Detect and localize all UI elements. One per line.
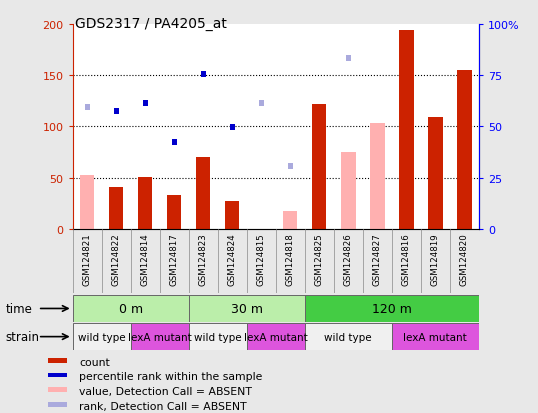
Text: GSM124824: GSM124824 bbox=[228, 233, 237, 285]
Text: GSM124826: GSM124826 bbox=[344, 233, 353, 285]
Bar bbox=[196, 158, 210, 229]
Text: rank, Detection Call = ABSENT: rank, Detection Call = ABSENT bbox=[79, 401, 247, 411]
Bar bbox=[428, 118, 443, 229]
Text: GSM124825: GSM124825 bbox=[315, 233, 324, 285]
Text: value, Detection Call = ABSENT: value, Detection Call = ABSENT bbox=[79, 386, 252, 396]
Bar bbox=[73, 323, 131, 350]
Text: GSM124823: GSM124823 bbox=[199, 233, 208, 285]
Bar bbox=[317, 19, 322, 25]
Text: 120 m: 120 m bbox=[372, 302, 412, 315]
Text: lexA mutant: lexA mutant bbox=[404, 332, 467, 342]
Bar bbox=[48, 358, 67, 363]
Bar bbox=[131, 323, 189, 350]
Text: 30 m: 30 m bbox=[231, 302, 263, 315]
Bar bbox=[345, 55, 351, 62]
Text: GSM124821: GSM124821 bbox=[83, 233, 91, 285]
Bar bbox=[433, 17, 438, 23]
Text: lexA mutant: lexA mutant bbox=[128, 332, 192, 342]
Text: GSM124816: GSM124816 bbox=[402, 233, 411, 285]
Bar bbox=[283, 212, 298, 229]
Text: wild type: wild type bbox=[194, 332, 242, 342]
Bar bbox=[80, 176, 94, 229]
Bar bbox=[247, 323, 305, 350]
Bar bbox=[48, 373, 67, 377]
Text: lexA mutant: lexA mutant bbox=[244, 332, 308, 342]
Bar bbox=[189, 323, 247, 350]
Text: time: time bbox=[5, 302, 32, 315]
Bar bbox=[138, 177, 152, 229]
Text: count: count bbox=[79, 357, 110, 367]
Bar bbox=[259, 100, 264, 107]
Bar bbox=[114, 109, 119, 115]
Bar bbox=[305, 323, 392, 350]
Text: GSM124827: GSM124827 bbox=[373, 233, 382, 285]
Bar bbox=[143, 100, 148, 107]
Text: GSM124817: GSM124817 bbox=[169, 233, 179, 285]
Bar bbox=[48, 402, 67, 407]
Bar bbox=[392, 323, 479, 350]
Text: GDS2317 / PA4205_at: GDS2317 / PA4205_at bbox=[75, 17, 227, 31]
Bar bbox=[312, 104, 327, 229]
Bar bbox=[48, 387, 67, 392]
Text: GSM124814: GSM124814 bbox=[140, 233, 150, 285]
Bar bbox=[172, 139, 177, 145]
Bar bbox=[189, 295, 305, 322]
Bar bbox=[201, 72, 206, 78]
Bar bbox=[399, 31, 414, 229]
Text: strain: strain bbox=[5, 330, 39, 343]
Text: GSM124820: GSM124820 bbox=[460, 233, 469, 285]
Bar bbox=[305, 295, 479, 322]
Bar bbox=[370, 124, 385, 229]
Bar bbox=[374, 17, 380, 23]
Text: GSM124822: GSM124822 bbox=[112, 233, 121, 285]
Text: wild type: wild type bbox=[324, 332, 372, 342]
Text: GSM124818: GSM124818 bbox=[286, 233, 295, 285]
Bar bbox=[73, 295, 189, 322]
Bar bbox=[167, 195, 181, 229]
Text: 0 m: 0 m bbox=[118, 302, 143, 315]
Text: GSM124815: GSM124815 bbox=[257, 233, 266, 285]
Bar bbox=[230, 125, 235, 131]
Bar bbox=[457, 71, 472, 229]
Text: GSM124819: GSM124819 bbox=[431, 233, 440, 285]
Bar bbox=[341, 152, 356, 229]
Bar bbox=[84, 104, 90, 111]
Bar bbox=[288, 164, 293, 170]
Bar bbox=[109, 188, 123, 229]
Bar bbox=[225, 202, 239, 229]
Text: percentile rank within the sample: percentile rank within the sample bbox=[79, 371, 263, 381]
Text: wild type: wild type bbox=[78, 332, 125, 342]
